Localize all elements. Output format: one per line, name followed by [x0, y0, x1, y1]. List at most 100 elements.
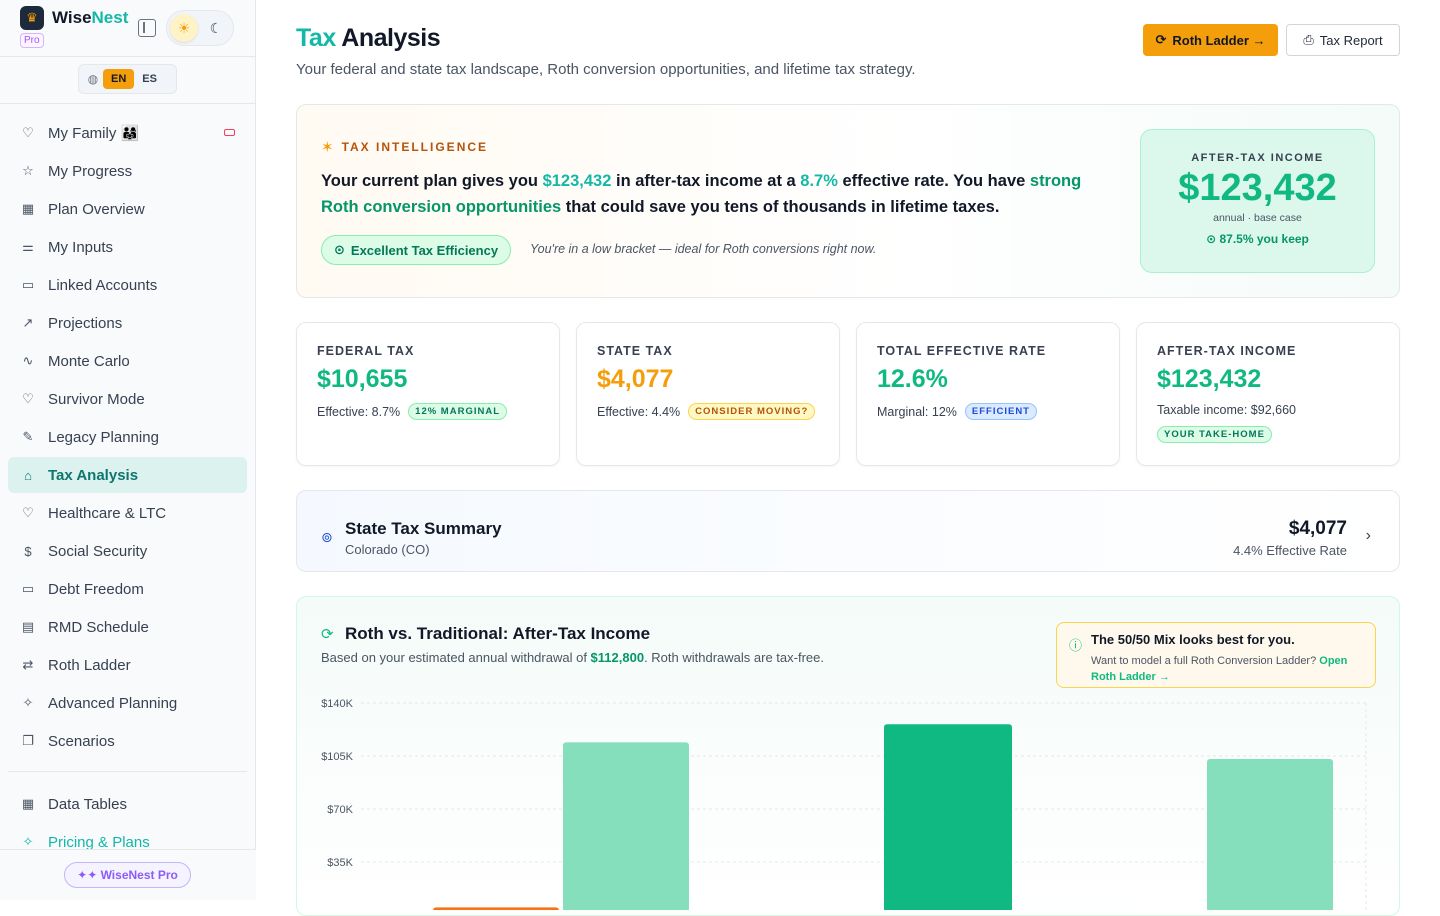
sidebar-item-label: Tax Analysis — [48, 466, 139, 484]
bracket-note: You're in a low bracket — ideal for Roth… — [530, 242, 877, 256]
sidebar-item-monte-carlo[interactable]: ∿ Monte Carlo — [8, 343, 247, 379]
star-icon: ☆ — [22, 163, 34, 178]
wisenest-pro-button[interactable]: ✦✦ WiseNest Pro — [64, 862, 191, 888]
sidebar-item-my-progress[interactable]: ☆ My Progress — [8, 153, 247, 189]
sidebar-item-survivor-mode[interactable]: ♡ Survivor Mode — [8, 381, 247, 417]
stat-row: Marginal: 12% EFFICIENT — [877, 403, 1037, 420]
refresh-icon: ⟳ — [321, 626, 334, 643]
sidebar-toggle-icon[interactable] — [138, 19, 156, 37]
summary-state: Colorado (CO) — [345, 542, 430, 557]
tip-heading: The 50/50 Mix looks best for you. — [1091, 632, 1295, 647]
check-circle-icon: ⊙ — [334, 242, 345, 257]
sidebar-item-label: Projections — [48, 314, 123, 332]
ati-label: AFTER-TAX INCOME — [1191, 152, 1324, 164]
state-tax-summary[interactable]: ⊚ State Tax Summary Colorado (CO) $4,077… — [296, 490, 1400, 572]
tip-body: Want to model a full Roth Conversion Lad… — [1091, 655, 1348, 683]
stat-label: TOTAL EFFECTIVE RATE — [877, 344, 1047, 358]
sidebar-item-debt-freedom[interactable]: ▭ Debt Freedom — [8, 571, 247, 607]
sidebar-item-label: Advanced Planning — [48, 694, 178, 712]
wisenest-logo-icon: ♛ — [20, 6, 44, 30]
sidebar-item-label: Data Tables — [48, 795, 127, 813]
theme-toggle[interactable]: ☀ ☾ — [166, 10, 234, 46]
sidebar-item-projections[interactable]: ↗ Projections — [8, 305, 247, 341]
efficiency-badge: ⊙ Excellent Tax Efficiency — [321, 235, 512, 265]
button-label: Tax Report — [1319, 32, 1383, 48]
sun-icon[interactable]: ☀ — [170, 14, 198, 42]
flag-icon — [224, 129, 235, 136]
summary-rate: 4.4% Effective Rate — [1233, 543, 1347, 558]
sidebar-item-label: Survivor Mode — [48, 390, 145, 408]
calendar-icon: ▤ — [21, 619, 35, 634]
page-title: Tax Analysis — [296, 24, 441, 52]
recommendation-tip: ⓘ The 50/50 Mix looks best for you. Want… — [1056, 622, 1376, 688]
bank-card-icon: ▭ — [21, 277, 35, 292]
stat-row: Effective: 4.4% CONSIDER MOVING? — [597, 403, 816, 420]
sidebar-item-label: My Inputs — [48, 238, 114, 256]
sidebar-item-my-family[interactable]: ♡ My Family 👨‍👩‍👧 — [8, 115, 247, 151]
consider-moving-pill: CONSIDER MOVING? — [688, 403, 816, 420]
moon-icon[interactable]: ☾ — [209, 19, 223, 36]
chevron-right-icon[interactable]: › — [1365, 527, 1371, 544]
stat-label: STATE TAX — [597, 344, 673, 358]
ati-sub: annual · base case — [1213, 212, 1302, 224]
ati-value: $123,432 — [1178, 167, 1337, 209]
heart-icon: ♡ — [22, 125, 34, 140]
marginal-pill: 12% MARGINAL — [408, 403, 507, 420]
roth-title: Roth vs. Traditional: After-Tax Income — [345, 624, 651, 643]
sidebar-item-healthcare[interactable]: ♡ Healthcare & LTC — [8, 495, 247, 531]
copy-icon: ❐ — [22, 733, 34, 748]
sidebar-item-label: My Family 👨‍👩‍👧 — [48, 125, 140, 142]
arrows-icon: ⇄ — [22, 657, 34, 672]
y-tick-label: $70K — [327, 804, 353, 816]
open-roth-ladder-link[interactable]: Open Roth Ladder → — [1091, 655, 1348, 683]
chart-bar[interactable] — [1207, 759, 1333, 910]
sidebar-item-pricing[interactable]: ✧ Pricing & Plans — [8, 824, 247, 860]
sliders-icon: ⚌ — [22, 239, 34, 254]
sidebar-item-label: Debt Freedom — [48, 580, 144, 598]
chart-bar[interactable] — [433, 907, 559, 910]
refresh-icon: ⟳ — [1155, 32, 1167, 47]
sidebar-item-label: Monte Carlo — [48, 352, 130, 370]
sidebar-nav: ♡ My Family 👨‍👩‍👧 ☆ My Progress ▦ Plan Over… — [8, 115, 247, 862]
heart-icon: ♡ — [22, 391, 34, 406]
sidebar-item-linked-accounts[interactable]: ▭ Linked Accounts — [8, 267, 247, 303]
stat-value: $10,655 — [317, 365, 408, 393]
summary-amount: $4,077 — [1288, 518, 1347, 539]
lang-en-button[interactable]: EN — [103, 69, 135, 89]
sidebar-item-label: Social Security — [48, 542, 148, 560]
tax-intelligence-card: ✶ TAX INTELLIGENCE Your current plan give… — [296, 104, 1400, 298]
sidebar-item-my-inputs[interactable]: ⚌ My Inputs — [8, 229, 247, 265]
sidebar-item-scenarios[interactable]: ❐ Scenarios — [8, 723, 247, 759]
roth-ladder-button[interactable]: ⟳ Roth Ladder → — [1143, 24, 1278, 56]
roth-subtitle: Based on your estimated annual withdrawa… — [321, 650, 824, 665]
sidebar-item-roth-ladder[interactable]: ⇄ Roth Ladder — [8, 647, 247, 683]
sidebar-item-data-tables[interactable]: ▦ Data Tables — [8, 786, 247, 822]
lang-es-button[interactable]: ES — [142, 73, 157, 85]
sidebar-item-plan-overview[interactable]: ▦ Plan Overview — [8, 191, 247, 227]
sidebar-item-social-security[interactable]: $ Social Security — [8, 533, 247, 569]
sidebar-item-tax-analysis[interactable]: ⌂ Tax Analysis — [8, 457, 247, 493]
stat-value: 12.6% — [877, 365, 948, 393]
brand[interactable]: ♛ WiseNest — [20, 6, 128, 30]
sidebar-item-rmd-schedule[interactable]: ▤ RMD Schedule — [8, 609, 247, 645]
sidebar-item-label: RMD Schedule — [48, 618, 149, 636]
info-icon: ⓘ — [1069, 638, 1083, 653]
stat-label: AFTER-TAX INCOME — [1157, 344, 1297, 358]
summary-title: State Tax Summary — [345, 519, 502, 538]
chart-bar[interactable] — [563, 742, 689, 910]
language-switcher: ◍ EN ES — [78, 64, 177, 94]
pulse-icon: ∿ — [22, 353, 34, 368]
chart-bar[interactable] — [884, 724, 1012, 910]
divider — [0, 56, 256, 57]
sidebar-item-label: My Progress — [48, 162, 133, 180]
sidebar-item-legacy-planning[interactable]: ✎ Legacy Planning — [8, 419, 247, 455]
sidebar-footer: ✦✦ WiseNest Pro — [0, 849, 256, 900]
y-tick-label: $35K — [327, 857, 353, 869]
tax-report-button[interactable]: ⎙ Tax Report — [1286, 24, 1400, 56]
building-icon: ⌂ — [24, 467, 32, 483]
federal-tax-card: FEDERAL TAX $10,655 Effective: 8.7% 12% M… — [296, 322, 560, 466]
stat-row: Taxable income: $92,660 — [1157, 403, 1296, 417]
state-tax-card: STATE TAX $4,077 Effective: 4.4% CONSIDER… — [576, 322, 840, 466]
divider — [0, 103, 256, 104]
sidebar-item-advanced-planning[interactable]: ✧ Advanced Planning — [8, 685, 247, 721]
